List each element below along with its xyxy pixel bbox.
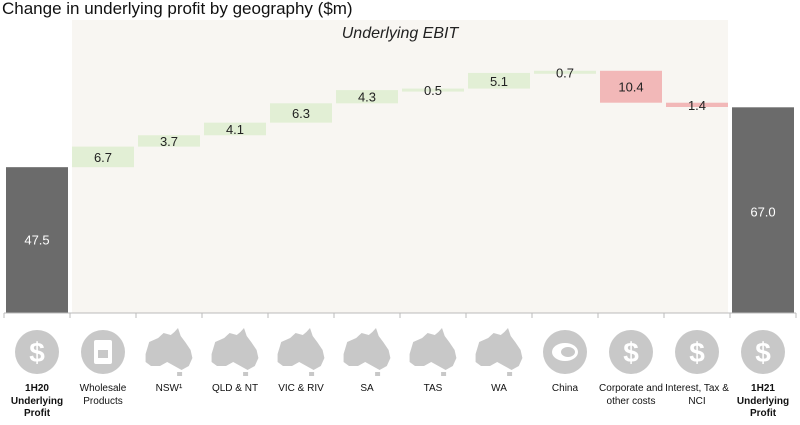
bar-1: [72, 146, 134, 168]
data-label-7: 5.1: [490, 74, 508, 89]
dollar-icon: [609, 330, 653, 374]
bar-4: [270, 103, 332, 123]
product-bag-label: [98, 350, 108, 358]
dollar-icon: [15, 330, 59, 374]
australia-map-nsw-icon-tas: [177, 372, 183, 376]
dollar-sign: $: [755, 337, 771, 368]
australia-map-tas-icon: [409, 328, 457, 370]
australia-map-qld-nt-icon-tas: [243, 372, 249, 376]
data-label-2: 3.7: [160, 134, 178, 149]
bar-10: [666, 102, 728, 108]
australia-map-sa-icon-tas: [375, 372, 381, 376]
australia-map-qld-nt-icon: [211, 328, 259, 370]
dollar-sign: $: [623, 337, 639, 368]
data-label-10: 1.4: [688, 98, 706, 113]
category-label-7: WA: [491, 383, 507, 394]
australia-map-vic-icon: [277, 328, 325, 370]
category-label-4: VIC & RIV: [278, 383, 324, 394]
category-label-10: Interest, Tax & NCI: [665, 383, 729, 407]
bar-6: [402, 88, 464, 92]
category-label-1: Wholesale Products: [79, 383, 127, 407]
bar-9: [600, 70, 662, 103]
meat-marbling: [561, 347, 575, 357]
data-label-0: 47.5: [24, 232, 49, 247]
category-label-0: 1H20 Underlying Profit: [10, 383, 64, 419]
dollar-sign: $: [689, 337, 705, 368]
data-label-8: 0.7: [556, 65, 574, 80]
data-label-4: 6.3: [292, 106, 310, 121]
panel-label: Underlying EBIT: [342, 25, 460, 42]
category-label-3: QLD & NT: [211, 383, 259, 394]
australia-map-vic-icon-tas: [309, 372, 315, 376]
bar-11: [732, 107, 794, 313]
bar-0: [6, 167, 68, 313]
australia-map-sa-icon: [343, 328, 391, 370]
australia-map-nsw-icon: [145, 328, 193, 370]
data-label-3: 4.1: [226, 122, 244, 137]
ebit-panel: [72, 20, 728, 313]
category-label-8: China: [551, 383, 579, 394]
australia-map-tas-icon-tas: [441, 372, 447, 376]
data-label-9: 10.4: [618, 80, 643, 95]
data-label-1: 6.7: [94, 150, 112, 165]
data-label-6: 0.5: [424, 83, 442, 98]
category-label-2: NSW¹: [155, 383, 183, 394]
bar-2: [138, 135, 200, 147]
data-label-11: 67.0: [750, 204, 775, 219]
australia-map-wa-icon-tas: [507, 372, 513, 376]
australia-map-wa-icon: [475, 328, 523, 370]
bar-5: [336, 90, 398, 104]
dollar-icon: [675, 330, 719, 374]
bar-8: [534, 70, 596, 74]
bar-7: [468, 72, 530, 89]
category-label-11: 1H21 Underlying Profit: [736, 383, 790, 419]
category-label-9: Corporate and other costs: [599, 383, 663, 407]
data-label-5: 4.3: [358, 90, 376, 105]
category-label-5: SA: [360, 383, 374, 394]
bar-3: [204, 122, 266, 136]
category-label-6: TAS: [423, 383, 443, 394]
chart-title: Change in underlying profit by geography…: [2, 0, 353, 18]
dollar-sign: $: [29, 337, 45, 368]
dollar-icon: [741, 330, 785, 374]
